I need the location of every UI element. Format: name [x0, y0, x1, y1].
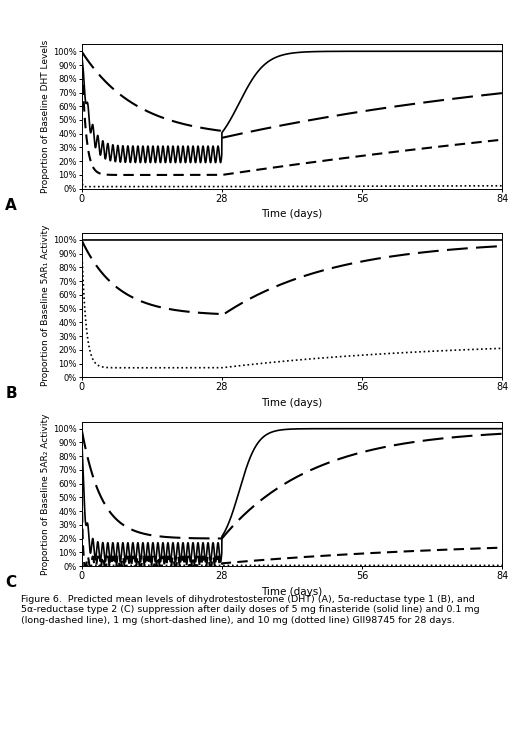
- Text: A: A: [5, 198, 17, 212]
- Y-axis label: Proportion of Baseline 5AR₂ Activity: Proportion of Baseline 5AR₂ Activity: [41, 413, 50, 575]
- X-axis label: Time (days): Time (days): [261, 587, 322, 596]
- Text: Figure 6.  Predicted mean levels of dihydrotestosterone (DHT) (A), 5α-reductase : Figure 6. Predicted mean levels of dihyd…: [21, 595, 480, 625]
- Text: C: C: [5, 575, 16, 590]
- Y-axis label: Proportion of Baseline 5AR₁ Activity: Proportion of Baseline 5AR₁ Activity: [41, 224, 50, 386]
- Y-axis label: Proportion of Baseline DHT Levels: Proportion of Baseline DHT Levels: [41, 40, 50, 193]
- X-axis label: Time (days): Time (days): [261, 398, 322, 408]
- Text: B: B: [5, 386, 17, 401]
- X-axis label: Time (days): Time (days): [261, 209, 322, 219]
